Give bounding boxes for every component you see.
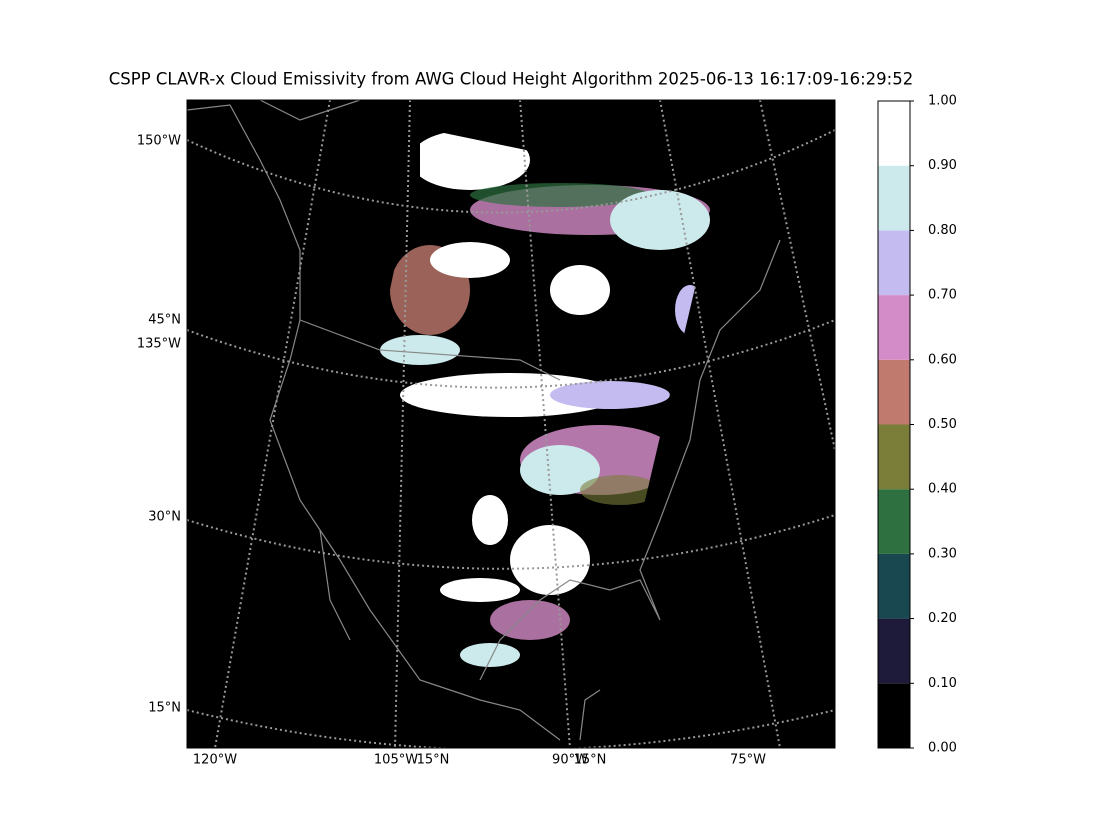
lat-lon-label: 150°W [137, 134, 181, 149]
graticule [187, 100, 835, 748]
colorbar-tick-label: 0.60 [928, 352, 957, 367]
colorbar-segment [878, 230, 910, 296]
colorbar-tick-label: 0.80 [928, 223, 957, 238]
colorbar-tick-label: 0.50 [928, 417, 957, 432]
lat-lon-label: 15°N [148, 701, 181, 716]
lat-lon-label: 120°W [193, 753, 237, 768]
colorbar-segment [878, 295, 910, 360]
colorbar-segment [878, 165, 910, 231]
colorbar-tick-label: 0.90 [928, 158, 957, 173]
lat-lon-label: 105°W [374, 753, 418, 768]
colorbar-tick-label: 1.00 [928, 94, 957, 109]
colorbar-segment [878, 489, 910, 554]
colorbar-tick-label: 0.20 [928, 611, 957, 626]
lat-lon-label: 45°N [148, 313, 181, 328]
lat-lon-label: 15°N [417, 753, 450, 768]
lat-lon-label: 135°W [137, 337, 181, 352]
lat-lon-label: 30°N [148, 510, 181, 525]
colorbar-segment [878, 683, 910, 748]
colorbar-segment [878, 618, 910, 684]
colorbar-segment [878, 359, 910, 425]
colorbar-segment [878, 553, 910, 619]
lat-lon-label: 75°W [730, 753, 766, 768]
colorbar-tick-label: 0.70 [928, 288, 957, 303]
map-frame [186, 99, 836, 749]
lat-lon-label: 90°W [552, 753, 588, 768]
colorbar-tick-label: 0.00 [928, 741, 957, 756]
lat-lon-label: 15°N [574, 753, 607, 768]
cloud-swath [380, 130, 710, 667]
title: CSPP CLAVR-x Cloud Emissivity from AWG C… [109, 70, 913, 89]
colorbar-tick-label: 0.30 [928, 546, 957, 561]
colorbar-tick-label: 0.10 [928, 676, 957, 691]
colorbar-segment [878, 424, 910, 490]
colorbar-tick-label: 0.40 [928, 482, 957, 497]
colorbar-segment [878, 101, 910, 166]
map [187, 100, 835, 748]
